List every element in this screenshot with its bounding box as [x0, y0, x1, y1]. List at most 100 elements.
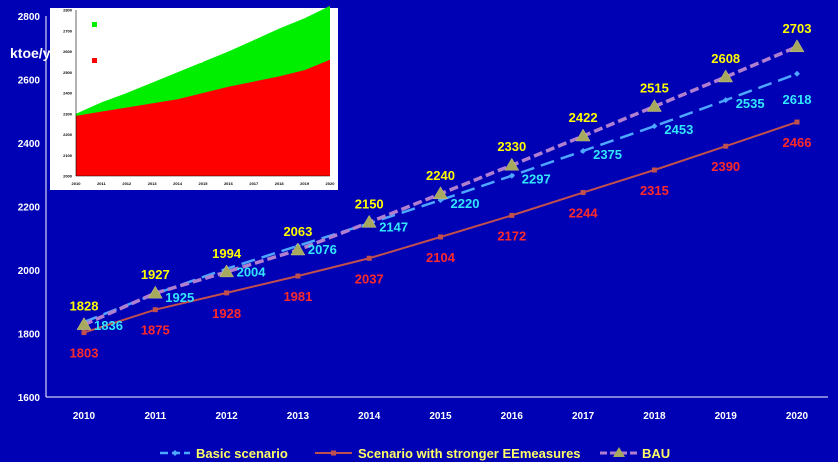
data-label-stronger-ee: 2172: [497, 228, 526, 243]
x-tick-label: 2012: [215, 411, 238, 422]
data-label-stronger-ee: 1875: [141, 323, 170, 338]
legend-marker-basic: [172, 450, 178, 456]
point-bau: [290, 242, 306, 256]
inset-legend-label-stronger: Scenario with stronger EEmeasures: [100, 59, 203, 65]
data-label-basic: 2076: [308, 242, 337, 257]
inset-y-tick-label: 2000: [63, 174, 73, 179]
data-label-stronger-ee: 2037: [355, 271, 384, 286]
inset-x-tick-label: 2018: [275, 181, 285, 186]
data-label-stronger-ee: 1928: [212, 306, 241, 321]
point-basic: [508, 172, 515, 179]
data-label-bau: 2608: [711, 51, 740, 66]
data-label-basic: 2147: [379, 219, 408, 234]
data-label-bau: 1927: [141, 267, 170, 282]
data-label-basic: 2220: [451, 196, 480, 211]
data-label-basic: 2453: [664, 122, 693, 137]
inset-x-tick-label: 2012: [122, 181, 132, 186]
y-tick-label: 2600: [18, 76, 41, 87]
point-basic: [580, 147, 587, 154]
point-bau: [219, 264, 235, 278]
data-label-stronger-ee: 2244: [569, 206, 599, 221]
inset-legend-swatch-without: [92, 22, 97, 27]
point-stronger-ee: [651, 167, 657, 173]
data-label-stronger-ee: 2390: [711, 159, 740, 174]
inset-x-tick-label: 2014: [173, 181, 183, 186]
point-stronger-ee: [224, 290, 230, 296]
data-label-bau: 2063: [283, 224, 312, 239]
point-bau: [646, 98, 662, 112]
point-bau: [433, 186, 448, 200]
legend-marker-bau: [613, 447, 625, 457]
point-stronger-ee: [509, 212, 515, 218]
point-stronger-ee: [794, 119, 800, 125]
x-tick-label: 2015: [429, 411, 452, 422]
x-tick-label: 2010: [73, 411, 96, 422]
point-stronger-ee: [438, 234, 443, 240]
data-label-bau: 2422: [569, 110, 598, 125]
inset-area-stronger-ee: [76, 59, 330, 176]
point-stronger-ee: [723, 143, 729, 149]
legend-label-basic: Basic scenario: [196, 446, 288, 461]
legend-marker-stronger-ee: [331, 450, 336, 456]
data-label-bau: 2703: [783, 21, 812, 36]
y-tick-label: 2400: [18, 139, 41, 150]
inset-x-tick-label: 2010: [72, 181, 82, 186]
inset-legend-swatch-stronger: [92, 58, 97, 63]
point-bau: [789, 39, 805, 53]
data-label-basic: 1836: [94, 318, 123, 333]
legend-label-stronger-ee: Scenario with stronger EEmeasures: [358, 446, 581, 461]
point-bau: [361, 214, 377, 228]
inset-x-tick-label: 2020: [326, 181, 336, 186]
x-tick-label: 2011: [144, 411, 166, 422]
inset-y-tick-label: 2300: [63, 111, 73, 116]
point-bau: [147, 285, 163, 299]
point-bau: [718, 69, 734, 83]
data-label-basic: 1925: [165, 290, 194, 305]
x-tick-label: 2014: [358, 411, 381, 422]
point-bau: [76, 317, 92, 330]
series-line-basic: [83, 72, 798, 324]
point-basic: [794, 70, 800, 77]
y-tick-label: 2800: [18, 12, 41, 23]
data-label-bau: 2515: [640, 80, 669, 95]
data-label-stronger-ee: 1981: [283, 289, 312, 304]
data-label-stronger-ee: 2466: [783, 135, 812, 150]
inset-legend-label-without: Without EESavings: [100, 23, 156, 29]
y-tick-label: 1800: [18, 330, 41, 341]
point-basic: [722, 97, 729, 104]
data-label-bau: 2330: [497, 139, 526, 154]
y-tick-label: 2200: [18, 203, 41, 214]
x-tick-label: 2013: [287, 411, 310, 422]
inset-x-tick-label: 2013: [148, 181, 158, 186]
point-stronger-ee: [81, 330, 87, 336]
point-stronger-ee: [152, 307, 158, 313]
point-stronger-ee: [580, 190, 586, 196]
inset-y-tick-label: 2600: [63, 49, 73, 54]
point-basic: [651, 123, 658, 130]
data-label-basic: 2375: [593, 147, 622, 162]
data-label-bau: 1828: [70, 299, 99, 314]
data-label-stronger-ee: 2315: [640, 183, 669, 198]
inset-x-tick-label: 2011: [97, 181, 106, 186]
inset-x-tick-label: 2017: [249, 181, 259, 186]
y-tick-label: 1600: [18, 393, 41, 404]
inset-y-tick-label: 2500: [63, 70, 73, 75]
data-label-basic: 2004: [237, 265, 267, 280]
y-tick-label: 2000: [18, 266, 41, 277]
data-label-basic: 2618: [783, 92, 812, 107]
point-stronger-ee: [295, 273, 301, 279]
inset-x-tick-label: 2015: [199, 181, 209, 186]
inset-y-tick-label: 2200: [63, 132, 73, 137]
inset-y-tick-label: 2800: [63, 8, 73, 13]
point-bau: [575, 128, 591, 142]
inset-y-tick-label: 2400: [63, 91, 73, 96]
inset-x-tick-label: 2019: [300, 181, 310, 186]
inset-x-tick-label: 2016: [224, 181, 234, 186]
legend-label-bau: BAU: [642, 446, 670, 461]
data-label-basic: 2535: [736, 96, 765, 111]
inset-area-chart: 2000 2100 2200 2300 2400 2500 2600 2700 2800 2010…: [50, 5, 338, 190]
data-label-stronger-ee: 2104: [426, 250, 456, 265]
data-label-bau: 2150: [355, 196, 384, 211]
data-label-bau: 2240: [426, 168, 455, 183]
